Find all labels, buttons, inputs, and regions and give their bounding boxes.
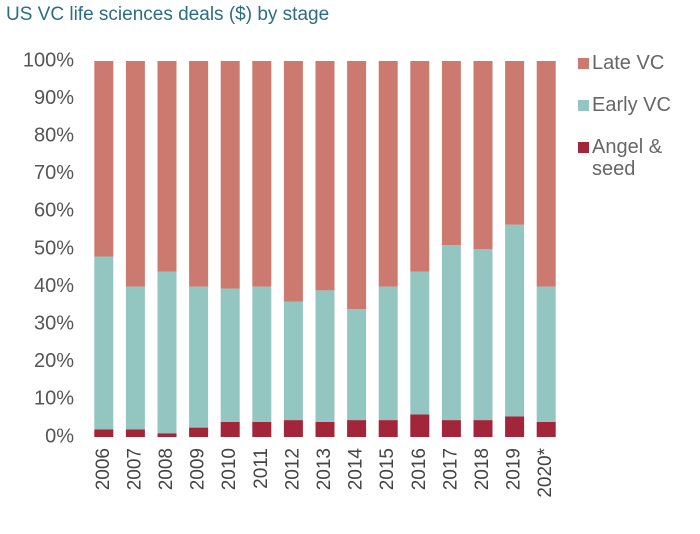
y-tick-label: 100% — [23, 49, 74, 71]
bar-segment — [473, 61, 493, 249]
x-tick-label: 2015 — [377, 448, 398, 490]
bar-segment — [505, 416, 525, 437]
bar-segment — [441, 420, 461, 437]
legend: Late VC Early VC Angel & seed — [578, 52, 693, 200]
y-tick-label: 60% — [34, 200, 74, 222]
bar-segment — [378, 61, 398, 287]
bar-segment — [252, 61, 272, 287]
bar-segment — [378, 286, 398, 421]
bar-segment — [94, 61, 114, 257]
bar-segment — [283, 420, 303, 437]
bar-segment — [220, 288, 240, 422]
legend-swatch — [578, 100, 589, 111]
x-tick-label: 2013 — [314, 448, 335, 490]
y-tick-label: 50% — [34, 237, 74, 259]
y-tick-label: 10% — [34, 388, 74, 410]
y-tick-label: 30% — [34, 312, 74, 334]
y-tick-label: 20% — [34, 350, 74, 372]
bar-segment — [315, 61, 335, 291]
legend-item: Angel & seed — [578, 136, 693, 180]
bar-segment — [125, 61, 145, 287]
bar-segment — [315, 290, 335, 422]
legend-label: Angel & seed — [592, 136, 663, 180]
bar-segment — [157, 61, 177, 272]
bar-segment — [94, 256, 114, 430]
x-tick-label: 2018 — [472, 448, 493, 490]
bar-segment — [473, 249, 493, 421]
bar-segment — [252, 286, 272, 422]
x-tick-label: 2006 — [93, 448, 114, 490]
y-tick-label: 90% — [34, 87, 74, 109]
bar-segment — [283, 61, 303, 302]
bar-segment — [536, 421, 556, 437]
y-tick-label: 40% — [34, 275, 74, 297]
bar-segment — [220, 421, 240, 437]
bar-segment — [315, 421, 335, 437]
legend-item: Late VC — [578, 52, 693, 74]
bar-segment — [189, 286, 209, 428]
x-tick-label: 2014 — [346, 448, 367, 491]
legend-label: Late VC — [592, 52, 665, 74]
bar-segment — [536, 286, 556, 422]
x-tick-label: 2012 — [282, 448, 303, 490]
x-tick-label: 2016 — [409, 448, 430, 490]
legend-item: Early VC — [578, 94, 693, 116]
bar-segment — [441, 245, 461, 421]
bar-segment — [189, 427, 209, 437]
legend-swatch — [578, 58, 589, 69]
x-tick-label: 2011 — [251, 448, 272, 489]
x-tick-label: 2010 — [219, 448, 240, 490]
bar-segment — [157, 271, 177, 434]
x-tick-label: 2008 — [156, 448, 177, 490]
bar-segment — [157, 433, 177, 437]
y-tick-label: 0% — [45, 425, 74, 447]
bar-segment — [283, 301, 303, 421]
x-tick-label: 2020* — [535, 447, 556, 497]
bar-segment — [410, 61, 430, 272]
bar-segment — [220, 61, 240, 289]
bar-segment — [536, 61, 556, 287]
bar-segment — [410, 271, 430, 415]
bar-segment — [347, 309, 367, 421]
bar-segment — [347, 61, 367, 310]
bar-segment — [505, 224, 525, 417]
chart-title: US VC life sciences deals ($) by stage — [6, 4, 329, 25]
bar-segment — [125, 286, 145, 430]
x-tick-label: 2009 — [188, 448, 209, 490]
bar-segment — [378, 420, 398, 437]
bar-segment — [410, 414, 430, 437]
bar-segment — [94, 429, 114, 437]
bar-segment — [252, 421, 272, 437]
bar-segment — [125, 429, 145, 437]
bar-segment — [505, 61, 525, 225]
bar-segment — [441, 61, 461, 246]
x-tick-label: 2017 — [440, 448, 461, 490]
bar-segment — [473, 420, 493, 437]
bar-segment — [347, 420, 367, 437]
bar-segment — [189, 61, 209, 287]
legend-label: Early VC — [592, 94, 671, 116]
x-tick-label: 2007 — [124, 448, 145, 490]
legend-swatch — [578, 142, 589, 153]
y-tick-label: 80% — [34, 124, 74, 146]
x-tick-label: 2019 — [504, 448, 525, 490]
y-tick-label: 70% — [34, 162, 74, 184]
